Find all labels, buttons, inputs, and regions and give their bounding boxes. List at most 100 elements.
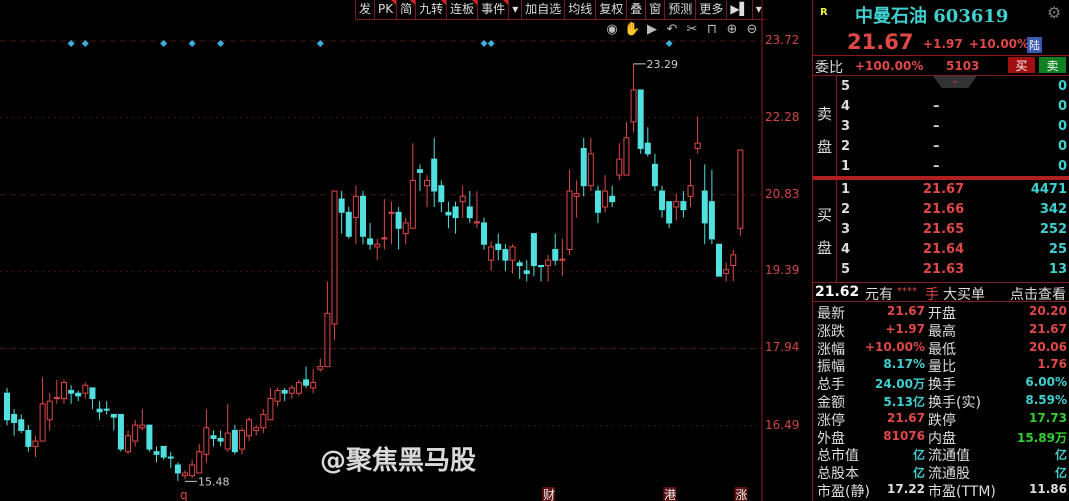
event-marker[interactable] (217, 40, 225, 47)
candle-body (82, 384, 89, 394)
event-marker[interactable] (480, 40, 488, 47)
event-marker[interactable] (487, 40, 495, 47)
bottom-event-marker[interactable]: 港 (664, 488, 676, 501)
toolbar-item[interactable]: 叠 (626, 0, 645, 19)
candle (730, 249, 737, 282)
candle-body (566, 190, 573, 251)
event-marker[interactable] (665, 40, 673, 47)
asks-row[interactable]: 2 – 0 (813, 139, 1069, 156)
candle (459, 185, 466, 218)
bottom-event-marker[interactable]: 财 (543, 488, 555, 501)
toolbar-item[interactable]: ▾ (508, 0, 521, 19)
candle (196, 443, 203, 474)
candle (452, 201, 459, 234)
level-volume: 0 (1057, 99, 1067, 114)
stat-label: 涨幅 (817, 341, 845, 358)
big-order-link[interactable]: 点击查看 (1010, 287, 1066, 303)
bottom-marker-bg (542, 487, 556, 501)
event-marker[interactable] (160, 40, 168, 47)
toolbar-item[interactable]: 发 (355, 0, 374, 19)
candle-body (46, 400, 53, 421)
candle-body (488, 246, 495, 261)
toolbar-item[interactable]: 加自选 (521, 0, 564, 19)
candle-body (103, 408, 110, 411)
candle-body (338, 198, 345, 213)
candle-body (89, 387, 96, 400)
stat-value: 亿 (1054, 448, 1067, 463)
candle (153, 446, 160, 463)
candle-body (737, 149, 744, 229)
asks-row[interactable]: 4 – 0 (813, 99, 1069, 116)
gear-icon[interactable]: ⚙ (1047, 3, 1062, 22)
candle-body (75, 392, 82, 397)
stock-code: 603619 (933, 6, 1009, 27)
level-price: 21.63 (923, 262, 965, 277)
candle (117, 413, 124, 452)
candle-body (431, 158, 438, 192)
toolbar-item[interactable]: ▾ (751, 0, 765, 19)
asks-row[interactable]: 1 – 0 (813, 159, 1069, 176)
scissors-icon[interactable]: ✂ (686, 22, 698, 37)
asks-row[interactable]: 3 – 0 (813, 119, 1069, 136)
candle-body (516, 262, 523, 267)
bids-row[interactable]: 5 21.63 13 (813, 262, 1069, 279)
candle-body (388, 211, 395, 214)
lock-icon[interactable]: ⊓ (706, 22, 718, 37)
bottom-event-marker[interactable]: 涨 (735, 487, 747, 501)
level-number: 2 (841, 139, 851, 154)
toolbar-item[interactable]: 窗 (645, 0, 664, 19)
stat-value: 15.89万 (1017, 430, 1067, 445)
hand-icon[interactable]: ✋ (624, 22, 641, 37)
candle-body (651, 163, 658, 187)
toolbar-item[interactable]: 简 (396, 0, 416, 19)
buy-button[interactable]: 买 (1008, 57, 1035, 73)
bids-row[interactable]: 4 21.64 25 (813, 242, 1069, 259)
big-order-row[interactable]: 21.62 元有 **** 手 大买单 点击查看 (813, 284, 1069, 303)
candle (317, 358, 324, 372)
toolbar-item[interactable]: 九转 (415, 0, 447, 19)
candle-body (538, 265, 544, 268)
toolbar-item[interactable]: ▶▌ (726, 0, 751, 19)
toolbar-item[interactable]: 更多 (695, 0, 726, 19)
toolbar-item[interactable]: 事件 (477, 0, 509, 19)
chart-tools: ◉ ✋ ▶ ↶ ✂ ⊓ ⊕ ⊖ (604, 22, 760, 38)
bids-row[interactable]: 1 21.67 4471 (813, 182, 1069, 199)
event-marker[interactable] (316, 40, 324, 47)
eye-icon[interactable]: ◉ (606, 22, 618, 37)
bids-row[interactable]: 3 21.65 252 (813, 222, 1069, 239)
sell-button[interactable]: 卖 (1039, 57, 1066, 73)
candle-body (623, 137, 630, 176)
zoom-out-icon[interactable]: ⊖ (746, 22, 758, 37)
toolbar-item[interactable]: 连板 (446, 0, 478, 19)
bottom-event-marker[interactable]: q (180, 488, 188, 501)
candle-body (616, 158, 623, 176)
candle-body (452, 206, 459, 219)
zoom-in-icon[interactable]: ⊕ (726, 22, 738, 37)
candle (666, 201, 673, 229)
candle-body (602, 190, 609, 208)
y-tick-label: 20.83 (765, 186, 800, 201)
toolbar-item[interactable]: PK (374, 0, 397, 19)
collapse-chevron-icon[interactable]: ⌄ (933, 76, 977, 88)
event-marker[interactable] (188, 40, 196, 47)
candle-body (545, 259, 552, 267)
toolbar-item[interactable]: 复权 (595, 0, 626, 19)
candle-body (267, 398, 274, 421)
event-marker[interactable] (81, 40, 89, 47)
toolbar-item[interactable]: 预测 (664, 0, 695, 19)
level-price: 21.66 (923, 202, 965, 217)
candle-body (53, 396, 60, 400)
toolbar-item[interactable]: 均线 (564, 0, 595, 19)
play-icon[interactable]: ▶ (647, 22, 657, 37)
y-tick-label: 19.39 (765, 263, 800, 278)
candle (402, 217, 409, 245)
event-marker[interactable] (67, 40, 75, 47)
undo-icon[interactable]: ↶ (666, 22, 678, 37)
level-volume: 4471 (1030, 182, 1067, 197)
candle (11, 409, 18, 436)
level-volume: 0 (1057, 79, 1067, 94)
candlestick-chart[interactable]: 23.29 15.48 q 财 港 涨 (0, 0, 810, 501)
big-order-label: 大买单 (943, 287, 985, 303)
bids-row[interactable]: 2 21.66 342 (813, 202, 1069, 219)
